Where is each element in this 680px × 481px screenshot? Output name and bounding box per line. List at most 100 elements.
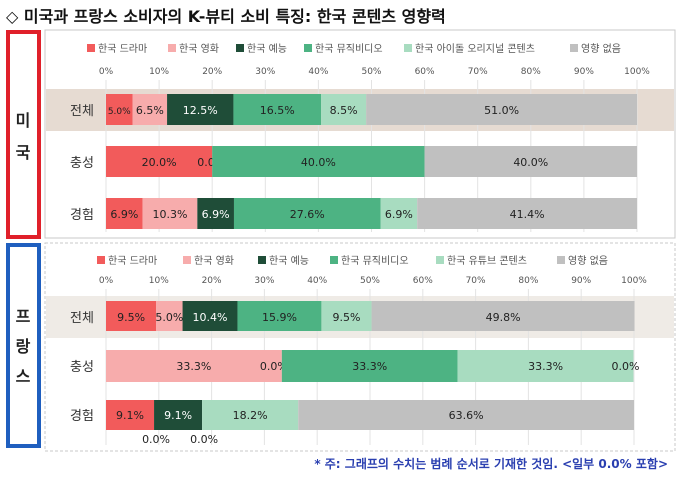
page-title: ◇ 미국과 프랑스 소비자의 K-뷰티 소비 특징: 한국 콘텐츠 영향력 [6, 7, 446, 26]
usa-data-label: 51.0% [484, 104, 519, 117]
france-x-tick-label: 30% [254, 276, 274, 286]
france-data-label: 9.5% [333, 311, 361, 324]
france-data-label: 0.0% [611, 360, 639, 373]
usa-bar-segment [424, 146, 637, 177]
usa-x-tick-label: 0% [99, 67, 114, 77]
france-x-tick-label: 0% [99, 276, 114, 286]
usa-x-tick-label: 50% [361, 67, 381, 77]
france-data-label: 33.3% [352, 360, 387, 373]
usa-label-char-2: 국 [15, 143, 31, 162]
france-bar-segment [106, 400, 155, 430]
usa-x-tick-label: 100% [624, 67, 650, 77]
france-bar-segment [106, 301, 157, 331]
usa-category-label: 경험 [70, 208, 94, 223]
usa-data-label: 6.9% [385, 208, 413, 221]
usa-data-label: 10.3% [153, 208, 188, 221]
usa-category-label: 전체 [70, 104, 94, 119]
usa-legend-label: 한국 드라마 [98, 43, 147, 55]
france-legend-swatch [258, 256, 266, 264]
france-legend-label: 영향 없음 [568, 254, 608, 267]
usa-data-label: 20.0% [142, 156, 177, 169]
usa-x-tick-label: 40% [308, 67, 328, 77]
france-bar-segment [106, 350, 282, 382]
usa-bar-segment [132, 94, 168, 125]
usa-data-label: 40.0% [301, 156, 336, 169]
usa-bar-segment [106, 146, 213, 177]
usa-data-label: 5.0% [108, 107, 131, 117]
usa-x-tick-label: 70% [468, 67, 488, 77]
france-data-label: 0.0% [260, 360, 288, 373]
usa-bar-segment [417, 198, 637, 229]
france-legend-swatch [436, 256, 444, 264]
usa-data-label: 27.6% [290, 208, 325, 221]
france-legend-label: 한국 뮤직비디오 [341, 255, 409, 267]
usa-legend-swatch [236, 44, 244, 52]
france-legend-label: 한국 유튜브 콘텐츠 [447, 255, 527, 267]
france-x-tick-label: 10% [149, 276, 169, 286]
france-data-label: 0.0% [142, 433, 170, 446]
usa-bar-segment [380, 198, 418, 229]
usa-category-label: 충성 [70, 156, 94, 171]
france-legend-label: 한국 드라마 [108, 255, 157, 267]
usa-x-tick-label: 30% [255, 67, 275, 77]
france-category-label: 경험 [70, 409, 94, 424]
france-section-box [6, 243, 41, 448]
france-x-tick-label: 70% [466, 276, 486, 286]
france-x-tick-label: 40% [307, 276, 327, 286]
france-bar-segment [281, 350, 458, 382]
usa-data-label: 6.5% [136, 104, 164, 117]
usa-bar-segment [212, 146, 425, 177]
usa-x-tick-label: 90% [574, 67, 594, 77]
usa-legend-swatch [570, 44, 578, 52]
france-data-label: 18.2% [233, 409, 268, 422]
france-data-label: 5.0% [155, 311, 183, 324]
france-legend-label: 한국 예능 [269, 255, 309, 267]
usa-legend-label: 한국 뮤직비디오 [315, 43, 383, 55]
france-data-label: 0.0% [190, 433, 218, 446]
france-bar-segment [237, 301, 322, 331]
france-legend-swatch [97, 256, 105, 264]
france-bar-segment [371, 301, 635, 331]
france-data-label: 15.9% [262, 311, 297, 324]
usa-x-tick-label: 20% [202, 67, 222, 77]
usa-label-char-1: 미 [15, 111, 31, 130]
france-x-tick-label: 60% [413, 276, 433, 286]
usa-legend-swatch [404, 44, 412, 52]
usa-bar-segment [233, 198, 381, 229]
france-bar-segment [154, 400, 203, 430]
usa-bar-segment [167, 94, 234, 125]
france-x-tick-label: 20% [202, 276, 222, 286]
usa-data-label: 12.5% [183, 104, 218, 117]
france-data-label: 9.1% [116, 409, 144, 422]
france-data-label: 33.3% [528, 360, 563, 373]
usa-legend-label: 한국 영화 [179, 43, 219, 55]
france-x-tick-label: 100% [621, 276, 647, 286]
france-legend-label: 한국 영화 [194, 255, 234, 267]
usa-data-label: 16.5% [260, 104, 295, 117]
france-x-tick-label: 80% [518, 276, 538, 286]
france-bar-segment [457, 350, 634, 382]
usa-legend-label: 한국 예능 [247, 43, 287, 55]
france-legend-swatch [557, 256, 565, 264]
france-category-label: 전체 [70, 311, 94, 326]
usa-section-box [6, 30, 41, 239]
france-x-tick-label: 90% [571, 276, 591, 286]
france-label-char-1: 프 [15, 307, 31, 326]
france-label-char-2: 랑 [15, 337, 31, 356]
usa-data-label: 6.9% [110, 208, 138, 221]
france-bar-segment [321, 301, 372, 331]
usa-x-tick-label: 80% [521, 67, 541, 77]
france-data-label: 49.8% [486, 311, 521, 324]
france-label-char-3: 스 [15, 367, 31, 386]
usa-x-tick-label: 60% [415, 67, 435, 77]
footnote: * 주: 그래프의 수치는 범례 순서로 기재한 것임. <일부 0.0% 포함… [314, 457, 668, 471]
usa-legend-swatch [168, 44, 176, 52]
france-x-tick-label: 50% [360, 276, 380, 286]
france-bar-segment [298, 400, 634, 430]
france-data-label: 33.3% [176, 360, 211, 373]
usa-x-tick-label: 10% [149, 67, 169, 77]
usa-bar-segment [197, 198, 234, 229]
usa-bar-segment [106, 94, 133, 125]
usa-bar-segment [366, 94, 637, 125]
